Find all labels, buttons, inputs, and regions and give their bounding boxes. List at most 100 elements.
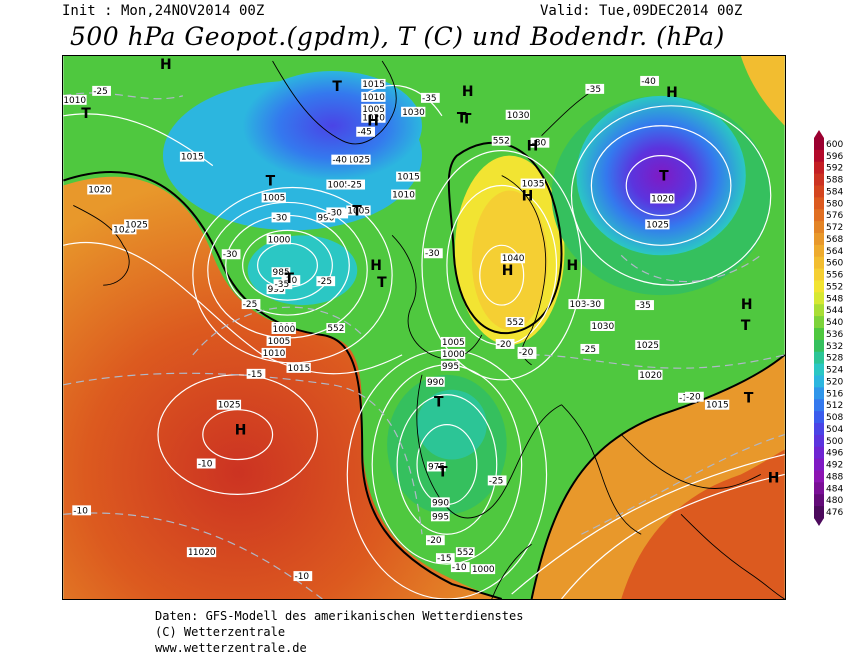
- temperature-label-bg: [450, 562, 470, 573]
- pressure-label: 1000: [268, 235, 291, 245]
- temperature-label-bg: [273, 279, 293, 290]
- legend-swatch: [814, 399, 824, 412]
- warm-air-region-southwest: [63, 176, 502, 599]
- pressure-center-symbol: H: [768, 470, 780, 486]
- pressure-label-bg: [346, 205, 371, 216]
- legend-swatch: [814, 138, 824, 151]
- weather-map[interactable]: 1010101510201025100510009959901015101010…: [62, 55, 786, 600]
- temperature-label: -25: [347, 181, 362, 191]
- pressure-label-bg: [505, 109, 531, 120]
- temperature-label-bg: [640, 75, 659, 86]
- pressure-label: 1020: [193, 548, 216, 558]
- temperature-label: -30: [327, 208, 342, 218]
- footer-copyright: (C) Wetterzentrale: [155, 625, 286, 639]
- pressure-label-bg: [191, 547, 217, 558]
- pressure-label: 1010: [392, 190, 415, 200]
- temperature-label: -30: [586, 300, 601, 310]
- temperature-label-bg: [196, 458, 216, 469]
- init-time: Init : Mon,24NOV2014 00Z: [62, 3, 265, 19]
- geopotential-label: 552: [327, 324, 344, 334]
- temperature-label-bg: [435, 553, 455, 564]
- temperature-label-bg: [585, 299, 605, 310]
- legend-value: 524: [826, 366, 843, 376]
- pressure-label: 1010: [263, 349, 286, 359]
- pressure-center-symbol: T: [266, 174, 276, 190]
- temperature-label-bg: [271, 212, 291, 223]
- legend-swatch: [814, 221, 824, 234]
- geopotential-label-bg: [455, 547, 475, 558]
- temperature-label: -20: [497, 340, 512, 350]
- temperature-label-bg: [580, 343, 600, 354]
- pressure-label: 990: [432, 498, 449, 508]
- temperature-label: -15: [248, 370, 263, 380]
- pressure-label-bg: [271, 267, 291, 278]
- pressure-label: 1015: [288, 364, 311, 374]
- pressure-label-bg: [396, 171, 421, 182]
- pressure-center-symbol: H: [370, 258, 382, 274]
- pressure-label-bg: [266, 284, 286, 295]
- pressure-center-symbol: T: [332, 79, 342, 95]
- temperature-label-bg: [530, 137, 550, 148]
- legend-swatch: [814, 470, 824, 483]
- legend-swatch: [814, 244, 824, 258]
- valid-time: Valid: Tue,09DEC2014 00Z: [540, 3, 743, 19]
- warm-core-southeast: [621, 449, 785, 599]
- temperature-label: -25: [93, 87, 108, 97]
- pressure-label-bg: [650, 193, 675, 204]
- pressure-label-bg: [391, 189, 416, 200]
- pressure-label: 1015: [362, 80, 385, 90]
- temperature-label-bg: [246, 368, 266, 379]
- pressure-label-bg: [426, 461, 446, 472]
- pressure-label: 1030: [507, 111, 530, 121]
- temperature-label: -30: [532, 139, 547, 149]
- pressure-label-bg: [638, 369, 663, 380]
- temperature-label: -30: [273, 213, 288, 223]
- legend-value: 504: [826, 425, 843, 435]
- pressure-center-symbol: T: [659, 169, 669, 185]
- pressure-label: 1005: [263, 193, 286, 203]
- geopotential-labels: 552 552 552 552: [326, 135, 525, 558]
- pressure-center-symbol: T: [438, 464, 448, 480]
- chart-title: 500 hPa Geopot.(gpdm), T (C) und Bodendr…: [70, 22, 725, 51]
- pressure-label-bg: [216, 399, 242, 410]
- legend-value: 600: [826, 140, 843, 150]
- pressure-label: 1030: [402, 108, 425, 118]
- pressure-label: 1000: [472, 565, 495, 575]
- pressure-label: 1020: [88, 185, 111, 195]
- pressure-center-symbol: H: [160, 57, 172, 73]
- legend-swatch: [814, 387, 824, 400]
- pressure-label: 995: [432, 512, 449, 522]
- pressure-label-bg: [635, 339, 660, 350]
- temperature-label: -10: [294, 572, 309, 582]
- pressure-label: 1040: [502, 254, 525, 264]
- temperature-label: -40: [641, 77, 656, 87]
- legend-value: 544: [826, 306, 843, 316]
- pressure-center-symbol: H: [527, 139, 539, 155]
- temperature-label: -15: [437, 554, 452, 564]
- pressure-label-bg: [261, 192, 286, 203]
- pressure-center-symbol: H: [522, 188, 534, 204]
- legend-swatch: [814, 209, 824, 222]
- pressure-label-bg: [271, 324, 296, 334]
- pressure-center-symbol: H: [502, 263, 514, 279]
- pressure-label: 1025: [347, 156, 370, 166]
- pressure-label-bg: [401, 106, 426, 117]
- color-scale-legend: 600 596 592 588 584 580 576 572 568 564 560 556 552 5…: [812, 130, 850, 530]
- geopotential-label-bg: [505, 317, 525, 328]
- temperature-label-bg: [685, 391, 704, 402]
- pressure-label: 1025: [646, 220, 669, 230]
- legend-swatch: [814, 161, 824, 175]
- pressure-label-bg: [590, 321, 615, 331]
- temperature-label: -35: [636, 301, 651, 311]
- legend-arrow-top: [814, 130, 824, 138]
- legend-swatch: [814, 458, 824, 471]
- temperature-label: -25: [489, 476, 504, 486]
- legend-value: 496: [826, 449, 843, 459]
- pressure-label-bg: [425, 376, 445, 387]
- legend-swatch: [814, 233, 824, 246]
- legend-value: 588: [826, 176, 843, 186]
- legend-swatch: [814, 328, 824, 341]
- legend-value: 508: [826, 413, 843, 423]
- pressure-label: 990: [317, 213, 334, 223]
- warm-corner-northeast: [740, 56, 785, 126]
